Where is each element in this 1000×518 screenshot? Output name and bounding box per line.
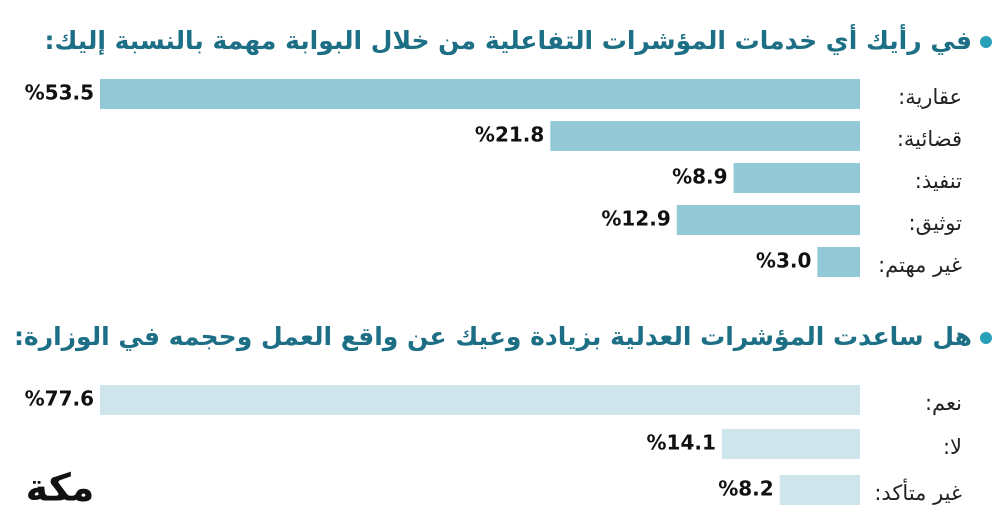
bar — [721, 429, 860, 459]
bullet — [980, 332, 992, 344]
value-label: %8.9 — [672, 165, 727, 189]
value-label: %8.2 — [718, 477, 773, 501]
category-label: تنفيذ: — [915, 169, 962, 193]
bar — [779, 475, 860, 505]
value-label: %3.0 — [756, 249, 811, 273]
chart-title: في رأيك أي خدمات المؤشرات التفاعلية من خ… — [44, 24, 972, 56]
category-label: غير متأكد: — [874, 478, 962, 505]
category-label: عقارية: — [898, 85, 962, 109]
bar — [676, 205, 860, 235]
value-label: %77.6 — [25, 387, 94, 411]
category-label: غير مهتم: — [878, 253, 962, 278]
bar — [817, 247, 860, 277]
value-label: %53.5 — [25, 81, 94, 105]
value-label: %14.1 — [647, 431, 716, 455]
bullet — [980, 36, 992, 48]
bar — [550, 121, 860, 151]
bar — [100, 79, 860, 109]
value-label: %12.9 — [601, 207, 670, 231]
chart-title: هل ساعدت المؤشرات العدلية بزيادة وعيك عن… — [14, 322, 972, 352]
bar — [100, 385, 860, 415]
category-label: توثيق: — [909, 211, 963, 235]
value-label: %21.8 — [475, 123, 544, 147]
category-label: قضائية: — [897, 127, 962, 151]
logo: مكة — [26, 466, 95, 510]
category-label: لا: — [943, 435, 962, 459]
bar — [733, 163, 860, 193]
category-label: نعم: — [925, 391, 962, 416]
